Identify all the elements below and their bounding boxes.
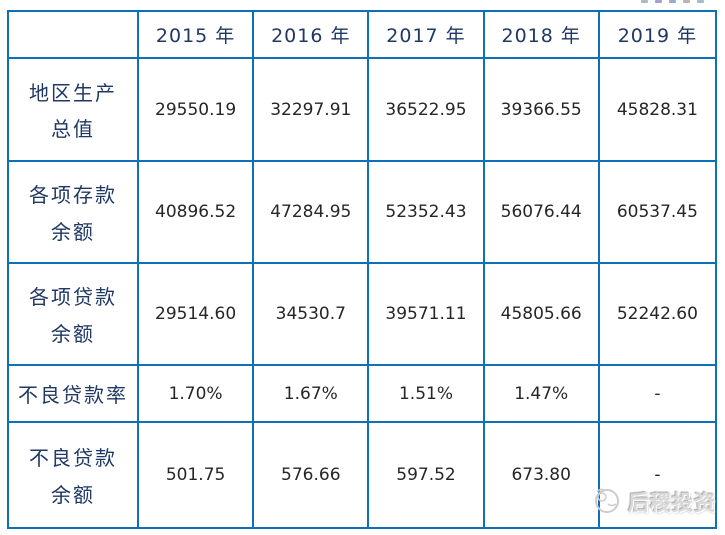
table-cell: 36522.95 <box>369 59 485 162</box>
table-cell: 45805.66 <box>484 264 600 366</box>
column-header-2017: 2017 年 <box>369 12 485 59</box>
table-cell: 1.51% <box>369 366 485 423</box>
corner-cell <box>9 12 139 59</box>
table-cell: 29514.60 <box>139 264 255 366</box>
table-cell: 576.66 <box>254 423 370 527</box>
table-cell: 52242.60 <box>599 264 715 366</box>
table-cell: 52352.43 <box>369 162 485 264</box>
table-cell: 60537.45 <box>599 162 715 264</box>
row-label-deposits: 各项存款 余额 <box>9 162 139 264</box>
table-cell: 673.80 <box>484 423 600 527</box>
table-cell: 45828.31 <box>599 59 715 162</box>
row-label-line: 各项存款 <box>29 183 117 208</box>
row-label-line: 不良贷款率 <box>18 383 128 407</box>
table-cell: 39571.11 <box>369 264 485 366</box>
row-label-line: 不良贷款 <box>29 445 117 470</box>
column-header-2018: 2018 年 <box>484 12 600 59</box>
table-cell: 1.70% <box>139 366 255 423</box>
table-cell: 47284.95 <box>254 162 370 264</box>
table-cell: 1.67% <box>254 366 370 423</box>
table-cell: 32297.91 <box>254 59 370 162</box>
row-label-line: 各项贷款 <box>29 285 117 310</box>
data-table: 2015 年 2016 年 2017 年 2018 年 2019 年 地区生产 … <box>7 10 717 529</box>
row-label-line: 地区生产 <box>29 80 117 105</box>
column-header-2016: 2016 年 <box>254 12 370 59</box>
row-label-line: 余额 <box>51 321 95 346</box>
row-label-line: 余额 <box>51 483 95 508</box>
table-cell: 1.47% <box>484 366 600 423</box>
table-cell: - <box>599 366 715 423</box>
table-cell: 29550.19 <box>139 59 255 162</box>
table-cell: - <box>599 423 715 527</box>
table-cell: 40896.52 <box>139 162 255 264</box>
table-cell: 597.52 <box>369 423 485 527</box>
row-label-line: 总值 <box>51 117 95 142</box>
table-cell: 39366.55 <box>484 59 600 162</box>
row-label-loans: 各项贷款 余额 <box>9 264 139 366</box>
table-cell: 56076.44 <box>484 162 600 264</box>
table-cell: 34530.7 <box>254 264 370 366</box>
table-cell: 501.75 <box>139 423 255 527</box>
row-label-npl-balance: 不良贷款 余额 <box>9 423 139 527</box>
row-label-line: 余额 <box>51 219 95 244</box>
row-label-gdp: 地区生产 总值 <box>9 59 139 162</box>
column-header-2015: 2015 年 <box>139 12 255 59</box>
column-header-2019: 2019 年 <box>599 12 715 59</box>
row-label-npl-ratio: 不良贷款率 <box>9 366 139 423</box>
